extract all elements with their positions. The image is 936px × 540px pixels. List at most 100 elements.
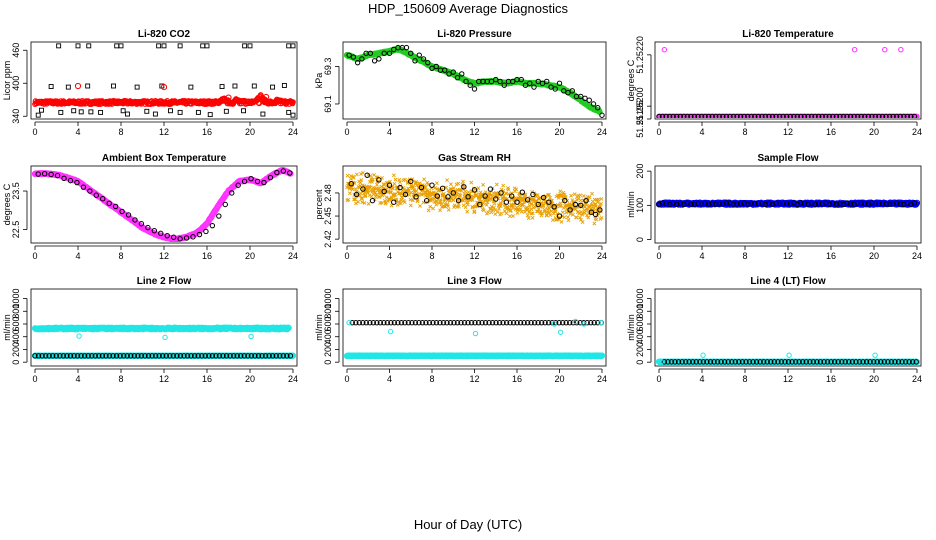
data-layer	[32, 324, 296, 360]
data-point	[535, 201, 541, 208]
data-point	[57, 353, 63, 359]
x-tick-label: 12	[469, 127, 479, 137]
data-point	[379, 200, 384, 205]
x-tick-label: 12	[783, 127, 793, 137]
data-point	[561, 88, 567, 94]
y-tick-label: 460	[11, 43, 21, 58]
data-point	[854, 200, 861, 207]
data-point	[568, 211, 573, 216]
data-point	[88, 109, 94, 115]
data-point	[482, 193, 488, 199]
data-point	[474, 194, 479, 198]
x-tick-label: 16	[512, 374, 522, 384]
data-point	[876, 113, 882, 118]
data-point	[784, 200, 790, 207]
data-point	[467, 82, 473, 88]
data-point	[167, 108, 173, 114]
plot-frame	[30, 288, 298, 367]
data-point	[492, 201, 497, 206]
data-point	[145, 353, 152, 359]
data-point	[403, 177, 407, 182]
data-point	[203, 228, 209, 235]
data-point	[709, 113, 715, 118]
data-point	[461, 184, 467, 190]
data-point	[737, 201, 744, 207]
data-point	[160, 84, 168, 91]
data-point	[556, 195, 561, 200]
data-point	[260, 111, 266, 117]
data-point	[527, 80, 533, 87]
data-point	[716, 113, 723, 118]
data-point	[252, 353, 258, 359]
data-point	[425, 59, 431, 66]
data-point	[752, 200, 758, 207]
data-point	[376, 177, 382, 183]
data-point	[381, 188, 387, 195]
x-tick-label: 8	[118, 374, 123, 384]
data-point	[548, 84, 554, 90]
data-point	[561, 190, 566, 195]
data-point	[131, 353, 138, 359]
data-point	[486, 210, 491, 215]
data-point	[103, 353, 109, 359]
x-tick-label: 20	[869, 251, 879, 261]
data-point	[120, 108, 126, 114]
data-point	[273, 353, 279, 359]
data-point	[238, 353, 244, 359]
data-point	[787, 200, 793, 207]
data-point	[35, 353, 42, 359]
data-point	[548, 213, 553, 217]
data-point	[713, 113, 719, 118]
data-point	[86, 43, 92, 49]
data-point	[511, 214, 515, 218]
x-tick-label: 12	[159, 374, 169, 384]
y-axis-label: ml/min	[626, 191, 636, 218]
data-point	[588, 209, 595, 215]
data-point	[75, 43, 81, 49]
data-point	[666, 201, 673, 207]
data-point	[110, 353, 116, 359]
x-tick-label: 24	[597, 127, 607, 137]
data-point	[780, 113, 786, 118]
data-point	[455, 192, 459, 197]
data-point	[135, 353, 141, 359]
data-point	[386, 180, 391, 185]
x-tick-label: 4	[387, 127, 392, 137]
data-point	[590, 101, 597, 107]
data-point	[503, 199, 510, 205]
data-point	[361, 170, 365, 175]
y-axis-label: degrees C	[626, 59, 636, 101]
data-point	[547, 192, 552, 197]
data-point	[488, 78, 495, 85]
data-point	[35, 112, 41, 118]
data-point	[851, 113, 857, 118]
data-point	[204, 43, 210, 49]
data-point	[234, 353, 240, 359]
data-point	[510, 78, 516, 85]
data-point	[376, 56, 382, 62]
data-point	[506, 187, 511, 192]
data-point	[177, 43, 183, 49]
data-point	[209, 222, 216, 229]
data-point	[266, 353, 272, 359]
data-point	[85, 83, 91, 89]
data-point	[659, 200, 666, 206]
data-point	[433, 63, 439, 70]
data-point	[508, 193, 515, 199]
data-point	[830, 200, 836, 207]
data-point	[351, 175, 356, 180]
x-tick-label: 16	[826, 127, 836, 137]
data-point	[462, 185, 466, 189]
data-point	[387, 198, 392, 202]
data-point	[769, 201, 776, 207]
data-point	[684, 113, 691, 118]
data-point	[416, 193, 421, 197]
data-point	[142, 353, 148, 359]
data-point	[287, 170, 293, 176]
data-point	[375, 175, 380, 180]
data-point	[544, 213, 549, 218]
data-point	[886, 113, 893, 118]
data-point	[674, 113, 680, 118]
